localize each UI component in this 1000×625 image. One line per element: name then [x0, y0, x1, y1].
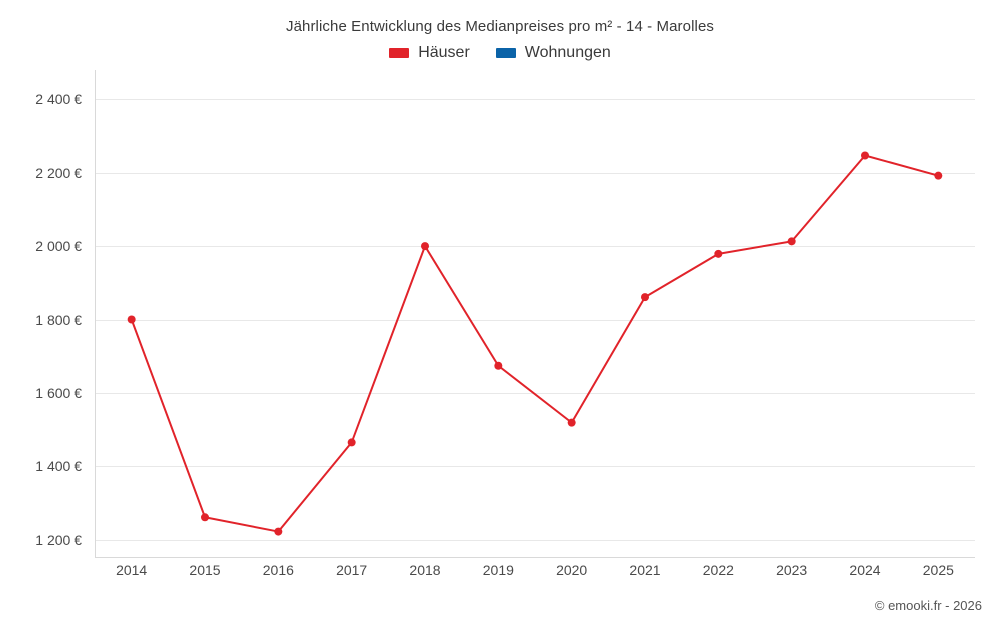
legend-item-hauser[interactable]: Häuser [389, 44, 470, 62]
x-tick-label: 2024 [849, 562, 881, 578]
grid-line [95, 319, 975, 321]
credit-text: © emooki.fr - 2026 [874, 598, 982, 613]
grid-line [95, 246, 975, 248]
data-point[interactable] [201, 513, 209, 522]
data-point[interactable] [421, 242, 429, 251]
x-axis-line [95, 557, 975, 558]
y-tick-label: 2 200 € [35, 164, 82, 181]
x-tick-label: 2021 [629, 562, 661, 578]
data-point[interactable] [127, 315, 136, 324]
y-axis-labels: 1 200 € 1 400 € 1 600 € 1 800 € 2 000 € 2 200… [0, 70, 82, 558]
series-line [130, 154, 940, 533]
data-point[interactable] [861, 151, 869, 160]
data-point[interactable] [274, 527, 283, 536]
data-point[interactable] [347, 438, 356, 447]
x-tick-label: 2023 [776, 562, 808, 578]
x-tick-label: 2022 [702, 562, 734, 578]
grid-line [95, 539, 975, 541]
data-point[interactable] [567, 418, 576, 427]
y-tick-label: 1 600 € [35, 384, 82, 401]
x-tick-label: 2014 [116, 562, 148, 578]
x-tick-label: 2019 [482, 562, 514, 578]
x-tick-label: 2018 [409, 562, 441, 578]
legend-item-wohnungen[interactable]: Wohnungen [495, 44, 611, 62]
legend-label-hauser: Häuser [418, 44, 470, 61]
y-tick-label: 2 000 € [35, 238, 82, 255]
legend-swatch-hauser [389, 48, 410, 58]
data-point[interactable] [494, 361, 503, 370]
data-point[interactable] [641, 293, 649, 302]
x-tick-label: 2015 [189, 562, 221, 578]
legend-label-wohnungen: Wohnungen [524, 44, 611, 61]
y-tick-label: 1 800 € [35, 311, 82, 328]
legend-swatch-wohnungen [495, 48, 516, 58]
data-point[interactable] [934, 171, 943, 180]
series-layer [127, 151, 943, 536]
data-point[interactable] [787, 237, 796, 246]
x-axis-labels: 2014 2015 2016 2017 2018 2019 2020 2021 2022 2023… [95, 562, 975, 584]
chart-title: Jährliche Entwicklung des Medianpreises … [285, 18, 715, 35]
data-point[interactable] [714, 249, 723, 258]
x-tick-label: 2025 [922, 562, 954, 578]
x-tick-label: 2020 [556, 562, 588, 578]
y-tick-label: 2 400 € [35, 91, 82, 108]
x-tick-label: 2016 [262, 562, 294, 578]
grid-line [95, 172, 975, 174]
y-tick-label: 1 200 € [35, 531, 82, 548]
y-tick-label: 1 400 € [35, 458, 82, 475]
grid-line [95, 466, 975, 468]
grid-line [95, 99, 975, 101]
y-axis-line [95, 70, 96, 558]
x-tick-label: 2017 [336, 562, 368, 578]
chart-legend: Häuser Wohnungen [0, 44, 1000, 62]
plot-area [95, 70, 975, 558]
